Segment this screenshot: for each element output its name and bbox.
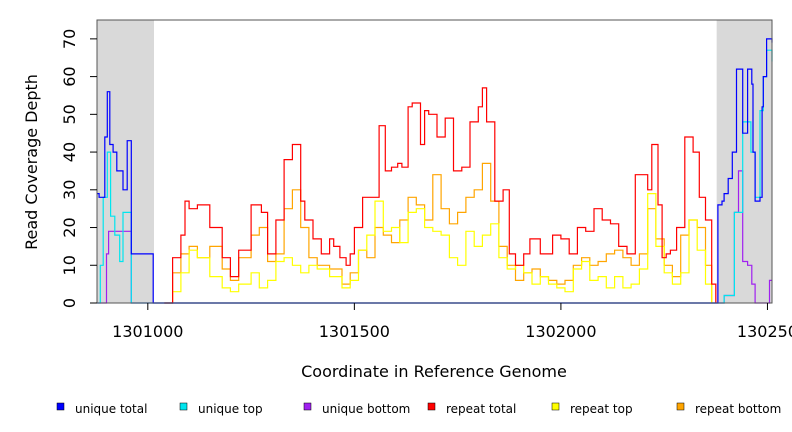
series-repeat-top <box>164 193 713 304</box>
legend-label: unique bottom <box>322 402 410 416</box>
legend-swatch <box>676 402 685 411</box>
y-tick-label: 40 <box>60 142 79 162</box>
legend-label: unique total <box>75 402 147 416</box>
legend-label: unique top <box>198 402 263 416</box>
series-unique-total <box>97 38 773 304</box>
x-tick-label: 1302000 <box>525 322 596 341</box>
y-tick-label: 10 <box>60 255 79 275</box>
legend-label: repeat bottom <box>695 402 781 416</box>
series-layer <box>97 38 773 304</box>
y-tick-label: 0 <box>60 298 79 308</box>
x-tick-label: 1301000 <box>112 322 183 341</box>
x-axis-title: Coordinate in Reference Genome <box>301 362 567 381</box>
plot-area <box>97 20 772 303</box>
y-tick-label: 70 <box>60 29 79 49</box>
y-tick-label: 30 <box>60 180 79 200</box>
legend-swatch <box>303 402 312 411</box>
series-repeat-bottom <box>164 162 713 304</box>
shaded-region-left-flank <box>97 20 155 303</box>
x-axis: 1301000 1301500 1302000 130250 <box>112 303 792 341</box>
x-tick-label: 130250 <box>737 322 792 341</box>
legend-label: repeat top <box>570 402 633 416</box>
plot-frame <box>96 19 773 304</box>
y-axis: 0 10 20 30 40 50 60 70 <box>60 29 97 308</box>
legend-swatch <box>427 402 436 411</box>
y-tick-label: 60 <box>60 66 79 86</box>
x-tick-label: 1301500 <box>319 322 390 341</box>
series-unique-bottom <box>97 170 772 304</box>
legend-swatch <box>551 402 560 411</box>
shaded-region-layer <box>97 20 772 303</box>
legend-swatch <box>56 402 65 411</box>
legend: unique total unique top unique bottom repea… <box>56 402 781 416</box>
legend-label: repeat total <box>446 402 516 416</box>
y-tick-label: 20 <box>60 217 79 237</box>
shaded-region-right-flank <box>716 20 772 303</box>
y-axis-title: Read Coverage Depth <box>22 74 41 250</box>
legend-swatch <box>179 402 188 411</box>
series-repeat-total <box>164 87 717 304</box>
y-tick-label: 50 <box>60 104 79 124</box>
